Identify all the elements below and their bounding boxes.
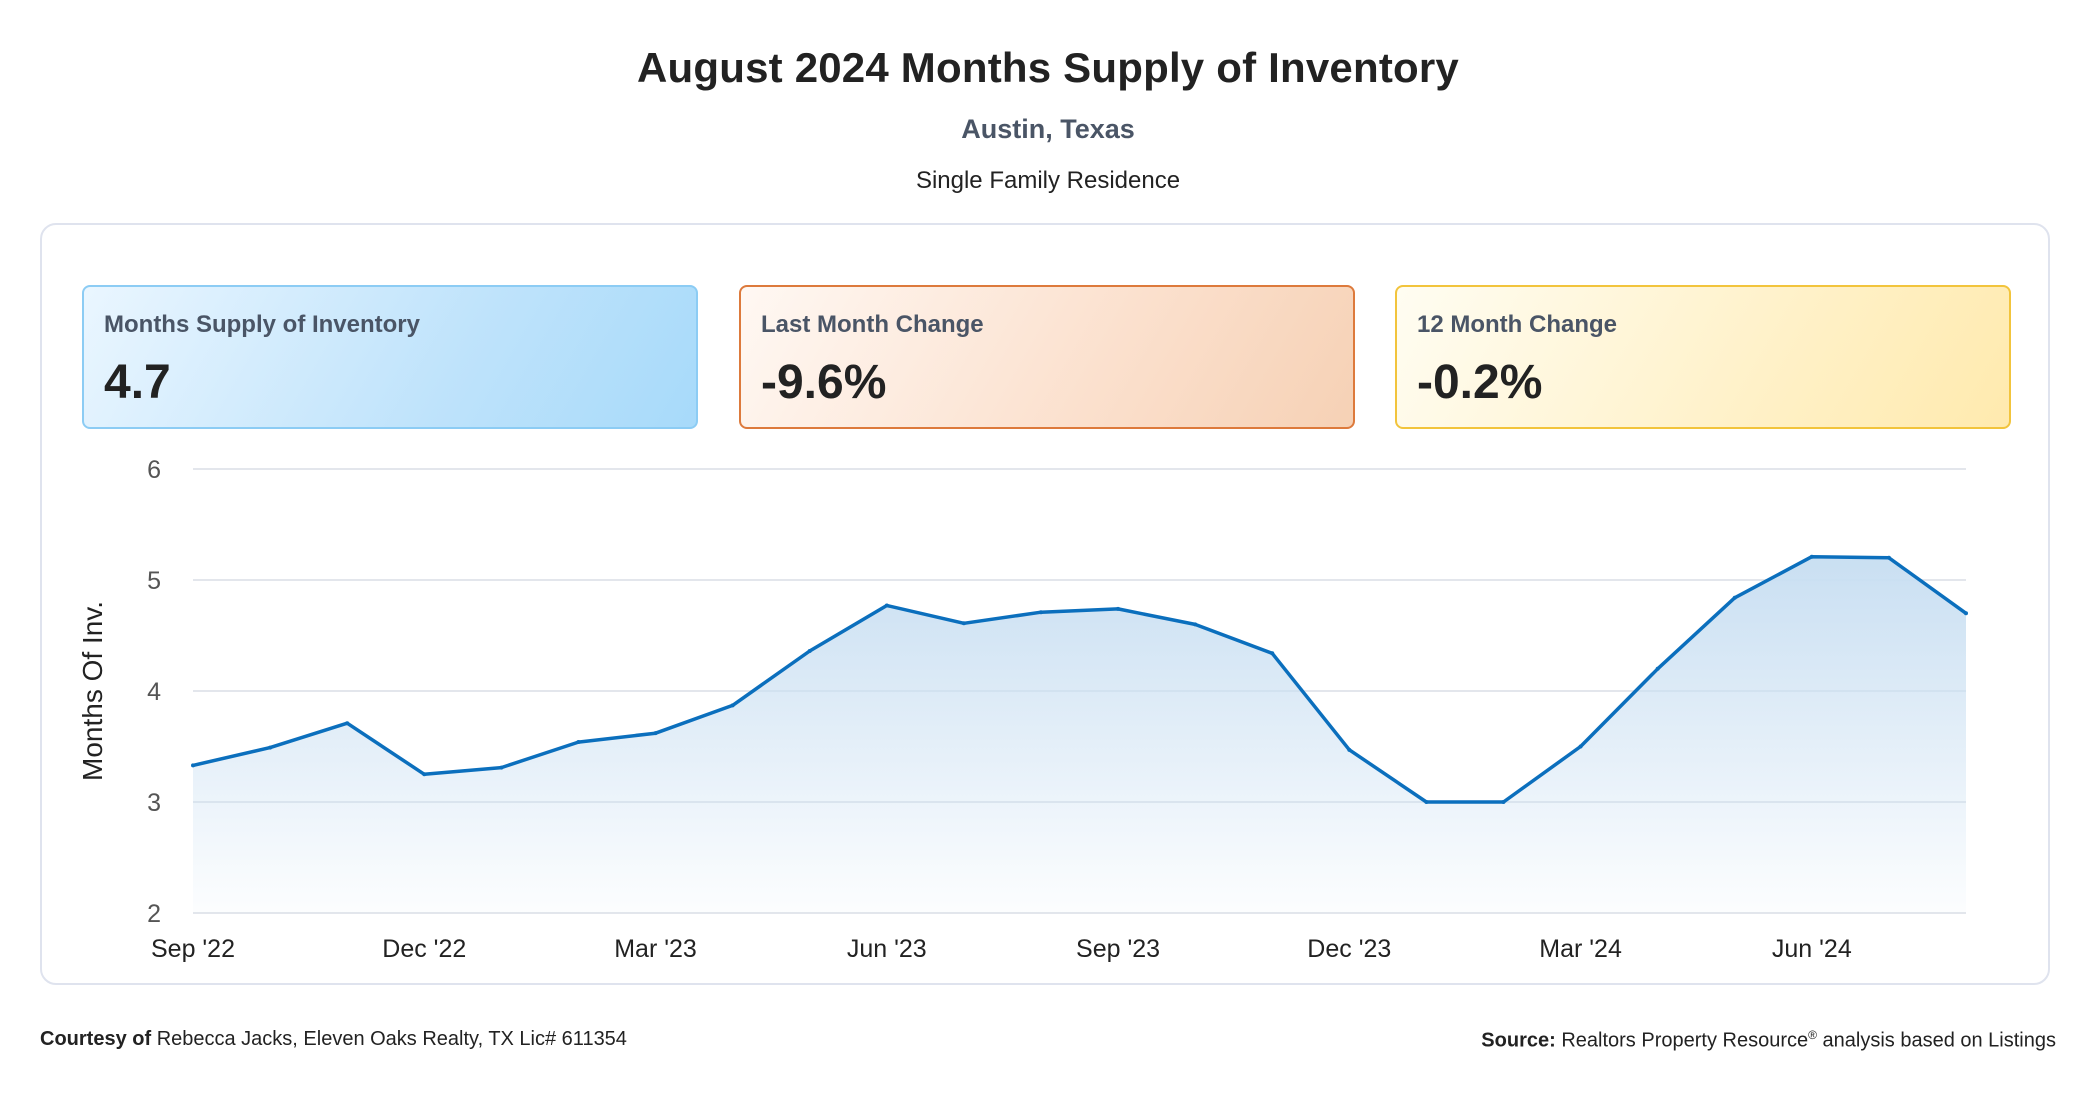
data-point [1732,595,1737,600]
months-supply-card: Months Supply of Inventory 4.7 [82,285,698,429]
data-points [191,554,1968,804]
data-point [884,603,889,608]
registered-mark: ® [1808,1028,1817,1042]
y-axis-label: Months Of Inv. [77,601,108,781]
data-point [1038,610,1043,615]
x-tick-label: Mar '23 [614,935,697,963]
y-tick-label: 3 [147,789,161,817]
last-month-change-value: -9.6% [761,356,887,409]
data-point [1347,747,1352,752]
y-axis-ticks: 2 3 4 5 6 [147,456,161,928]
courtesy-footer: Courtesy of Rebecca Jacks, Eleven Oaks R… [40,1028,627,1051]
x-axis-ticks: Sep '22 Dec '22 Mar '23 Jun '23 Sep '23 Dec '… [151,935,1852,963]
data-point [730,703,735,708]
data-point [1270,651,1275,656]
data-point [1809,554,1814,559]
data-point [268,745,273,750]
area-fill [193,556,1966,913]
source-suffix: analysis based on Listings [1816,1029,2057,1052]
data-point [1578,744,1583,749]
x-tick-label: Dec '22 [382,935,466,963]
data-point [1964,611,1968,616]
data-point [1193,622,1198,627]
source-text: Realtors Property Resource [1561,1029,1809,1052]
page-title: August 2024 Months Supply of Inventory [636,44,1459,91]
data-point [191,763,195,768]
data-point [576,740,581,745]
source-footer: Source: Realtors Property Resource® anal… [1481,1028,2056,1053]
data-point [1424,800,1429,804]
series-line [192,554,1968,804]
months-supply-label: Months Supply of Inventory [104,311,420,338]
data-point [653,731,658,736]
data-point [1886,555,1891,560]
chart-header: August 2024 Months Supply of Inventory A… [0,44,2096,195]
courtesy-text: Rebecca Jacks, Eleven Oaks Realty, TX Li… [156,1028,627,1050]
x-tick-label: Dec '23 [1307,935,1391,963]
last-month-change-card: Last Month Change -9.6% [739,285,1355,429]
data-point [1501,800,1506,804]
x-tick-label: Sep '23 [1076,935,1160,963]
twelve-month-change-label: 12 Month Change [1417,311,1618,338]
data-point [807,649,812,654]
y-tick-label: 6 [147,456,161,484]
data-point [1116,606,1121,611]
x-tick-label: Sep '22 [151,935,235,963]
property-type: Single Family Residence [915,167,1181,194]
data-point [422,772,427,777]
data-point [961,621,966,626]
y-tick-label: 2 [147,900,161,928]
y-tick-label: 5 [147,567,161,595]
x-tick-label: Jun '23 [847,935,927,963]
data-point [345,721,350,726]
months-supply-value: 4.7 [104,356,171,409]
x-tick-label: Mar '24 [1539,935,1622,963]
twelve-month-change-card: 12 Month Change -0.2% [1395,285,2011,429]
last-month-change-label: Last Month Change [761,311,984,338]
data-point [499,765,504,770]
location-subtitle: Austin, Texas [961,114,1135,144]
courtesy-label: Courtesy of [40,1028,152,1050]
twelve-month-change-value: -0.2% [1417,356,1543,409]
source-label: Source: [1481,1029,1556,1052]
y-tick-label: 4 [147,678,161,706]
data-point [1655,666,1660,671]
x-tick-label: Jun '24 [1772,935,1852,963]
